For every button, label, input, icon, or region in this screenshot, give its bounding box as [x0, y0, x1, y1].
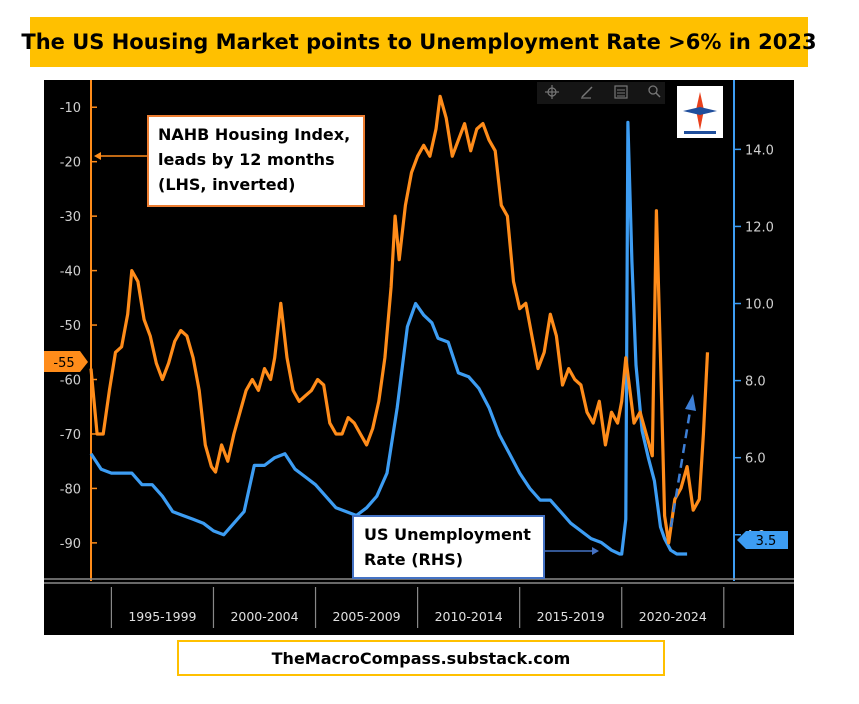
- macrocompass-compass-logo: [677, 86, 723, 138]
- right-last-value-label: 3.5: [756, 534, 777, 549]
- left-axis-tick-label: -10: [60, 101, 81, 116]
- left-axis-tick-label: -20: [60, 156, 81, 171]
- x-axis-tick-label: 2005-2009: [333, 609, 401, 624]
- x-axis-tick-label: 2015-2019: [537, 609, 605, 624]
- chart-toolbar[interactable]: [537, 82, 665, 104]
- footer-source-text: TheMacroCompass.substack.com: [272, 649, 571, 668]
- left-axis-tick-label: -60: [60, 374, 81, 389]
- left-axis-tick-label: -90: [60, 537, 81, 552]
- x-axis-tick-label: 2020-2024: [639, 609, 707, 624]
- chart-title-banner: The US Housing Market points to Unemploy…: [30, 17, 808, 67]
- unemployment-annotation-line-2: Rate (RHS): [364, 550, 463, 569]
- left-axis-tick-label: -30: [60, 210, 81, 225]
- right-axis-tick-label: 8.0: [745, 375, 766, 390]
- unemployment-annotation-line-1: US Unemployment: [364, 525, 531, 544]
- x-axis-tick-label: 2010-2014: [435, 609, 503, 624]
- right-axis-tick-label: 14.0: [745, 143, 774, 158]
- nahb-annotation-line-2: leads by 12 months: [158, 150, 335, 169]
- left-axis-tick-label: -70: [60, 428, 81, 443]
- left-last-value-tag: -55: [44, 351, 88, 372]
- footer-source-box: TheMacroCompass.substack.com: [177, 640, 665, 676]
- left-axis-tick-label: -80: [60, 482, 81, 497]
- left-axis-tick-label: -40: [60, 265, 81, 280]
- right-axis-tick-label: 6.0: [745, 452, 766, 467]
- left-axis-tick-label: -50: [60, 319, 81, 334]
- x-axis-tick-label: 1995-1999: [128, 609, 196, 624]
- right-axis-tick-label: 12.0: [745, 220, 774, 235]
- nahb-annotation-line-1: NAHB Housing Index,: [158, 125, 350, 144]
- left-last-value-label: -55: [53, 356, 74, 371]
- x-axis-tick-label: 2000-2004: [230, 609, 298, 624]
- nahb-annotation-line-3: (LHS, inverted): [158, 175, 295, 194]
- chart-title: The US Housing Market points to Unemploy…: [21, 30, 816, 54]
- chart-panel: -10-20-30-40-50-60-70-80-90 4.06.08.010.…: [44, 80, 794, 635]
- right-last-value-tag: 3.5: [737, 531, 788, 549]
- right-axis-tick-label: 10.0: [745, 298, 774, 313]
- chart-svg: -10-20-30-40-50-60-70-80-90 4.06.08.010.…: [44, 80, 794, 635]
